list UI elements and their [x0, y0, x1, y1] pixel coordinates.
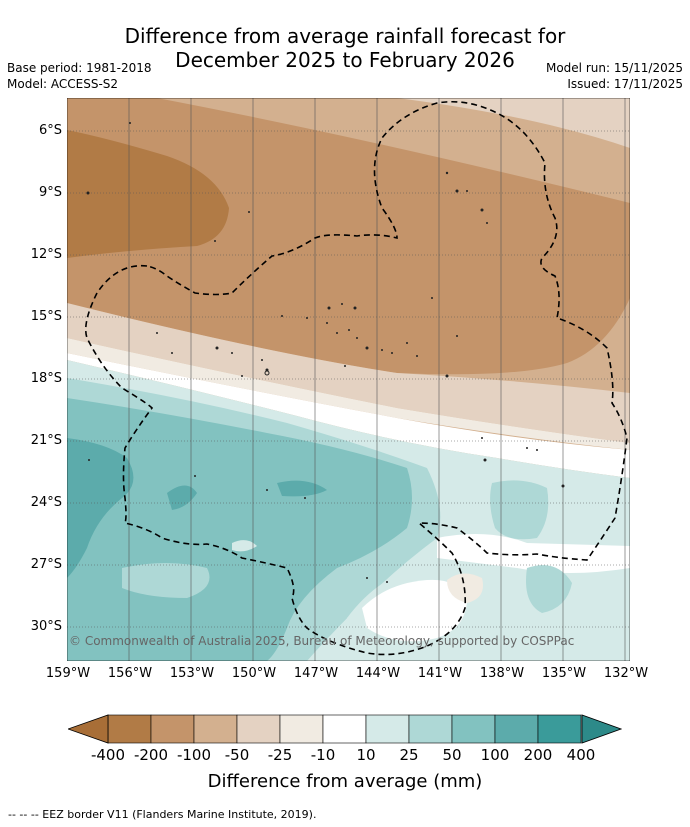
- colorbar-label-neg400: -400: [90, 746, 126, 764]
- colorbar-label-10: 10: [356, 746, 376, 764]
- colorbar-title: Difference from average (mm): [207, 771, 483, 792]
- colorbar-label-neg10: -10: [310, 746, 336, 764]
- band-teal-100-blob2: [277, 480, 327, 497]
- band-teal-100-west: [67, 438, 134, 578]
- colorbar-arrow-left: [68, 714, 109, 744]
- colorbar-label-neg200: -200: [133, 746, 169, 764]
- band-light-patch-1: [122, 563, 210, 598]
- lon-label-153w: 153°W: [169, 666, 215, 681]
- meta-left: Base period: 1981-2018 Model: ACCESS-S2: [7, 60, 152, 92]
- colorbar-cell: [236, 714, 281, 744]
- band-se-teal-2: [526, 565, 572, 613]
- band-white: [67, 353, 630, 478]
- lat-label-24s: 24°S: [30, 495, 62, 510]
- title-line-2: December 2025 to February 2026: [175, 48, 515, 72]
- colorbar-label-25: 25: [399, 746, 419, 764]
- lat-label-6s: 6°S: [38, 123, 62, 138]
- colorbar-label-neg25: -25: [267, 746, 293, 764]
- lon-label-135w: 135°W: [541, 666, 587, 681]
- grid-lines: [67, 98, 630, 661]
- lon-label-138w: 138°W: [479, 666, 525, 681]
- lat-label-9s: 9°S: [38, 185, 62, 200]
- eez-footnote: -- -- -- EEZ border V11 (Flanders Marine…: [8, 808, 317, 821]
- lon-label-147w: 147°W: [293, 666, 339, 681]
- colorbar-label-400: 400: [566, 746, 596, 764]
- rainfall-map: [67, 98, 630, 661]
- band-light-patch-3: [217, 581, 237, 593]
- lon-label-156w: 156°W: [107, 666, 153, 681]
- band-dark-brown: [67, 130, 229, 258]
- colorbar-cell: [408, 714, 453, 744]
- base-period: Base period: 1981-2018: [7, 61, 152, 75]
- colorbar-cell: [279, 714, 324, 744]
- model-name: Model: ACCESS-S2: [7, 77, 119, 91]
- colorbar-cell: [537, 714, 582, 744]
- band-beige-south: [67, 303, 630, 443]
- band-teal-100-blob1: [167, 485, 197, 510]
- band-medium-brown: [67, 98, 630, 375]
- colorbar-cell: [193, 714, 238, 744]
- colorbar: [68, 714, 622, 744]
- colorbar-cell: [494, 714, 539, 744]
- colorbar-label-neg100: -100: [176, 746, 212, 764]
- band-cream-south: [67, 338, 630, 450]
- lat-label-12s: 12°S: [30, 247, 62, 262]
- colorbar-cell: [322, 714, 367, 744]
- colorbar-cell: [150, 714, 195, 744]
- lat-label-30s: 30°S: [30, 619, 62, 634]
- copyright-notice: © Commonwealth of Australia 2025, Bureau…: [69, 634, 575, 648]
- colorbar-cell: [365, 714, 410, 744]
- band-se-teal-1: [490, 480, 549, 540]
- lon-label-144w: 144°W: [355, 666, 401, 681]
- title-line-1: Difference from average rainfall forecas…: [124, 24, 566, 48]
- meta-right: Model run: 15/11/2025 Issued: 17/11/2025: [546, 60, 683, 92]
- band-light-beige-ne: [397, 98, 630, 148]
- colorbar-label-100: 100: [480, 746, 510, 764]
- band-se-white: [362, 579, 467, 642]
- lat-label-21s: 21°S: [30, 433, 62, 448]
- colorbar-cell: [451, 714, 496, 744]
- lon-label-159w: 159°W: [45, 666, 91, 681]
- lon-label-150w: 150°W: [231, 666, 277, 681]
- colorbar-label-50: 50: [442, 746, 462, 764]
- lat-label-18s: 18°S: [30, 371, 62, 386]
- band-light-patch-2: [232, 540, 257, 552]
- lat-label-15s: 15°S: [30, 309, 62, 324]
- islands: [86, 122, 565, 583]
- colorbar-cell: [107, 714, 152, 744]
- lon-label-132w: 132°W: [603, 666, 649, 681]
- lat-label-27s: 27°S: [30, 557, 62, 572]
- colorbar-label-neg50: -50: [224, 746, 250, 764]
- colorbar-label-200: 200: [523, 746, 553, 764]
- model-run: Model run: 15/11/2025: [545, 61, 683, 75]
- issued-date: Issued: 17/11/2025: [567, 77, 683, 91]
- eez-border: [84, 100, 628, 656]
- colorbar-arrow-right: [581, 714, 622, 744]
- lon-label-141w: 141°W: [417, 666, 463, 681]
- map-title: Difference from average rainfall forecas…: [0, 24, 690, 72]
